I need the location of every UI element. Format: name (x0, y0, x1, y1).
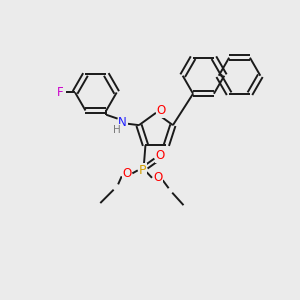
Text: O: O (156, 149, 165, 162)
Text: N: N (118, 116, 127, 129)
Text: F: F (57, 86, 64, 99)
Text: H: H (113, 124, 121, 135)
Text: O: O (153, 171, 163, 184)
Text: O: O (122, 167, 132, 180)
Text: O: O (157, 104, 166, 117)
Text: P: P (139, 164, 146, 177)
